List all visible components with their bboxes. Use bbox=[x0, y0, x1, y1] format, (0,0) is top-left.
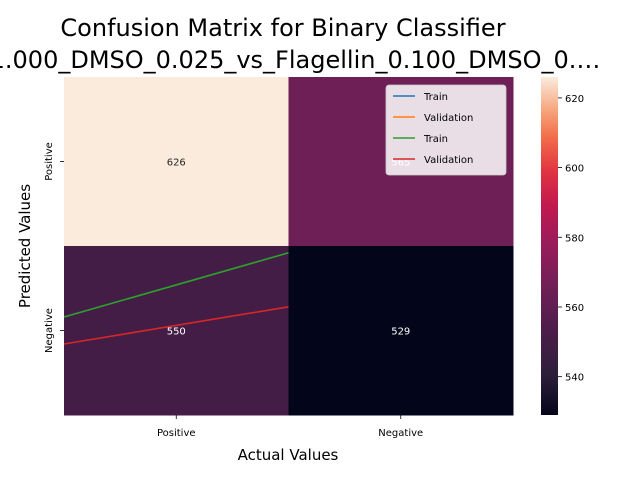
colorbar-ticks: 540 560 580 600 620 bbox=[558, 94, 584, 384]
y-axis-ticks: Positive Negative bbox=[44, 142, 64, 353]
x-tick-label: Positive bbox=[157, 428, 196, 439]
heatmap-cell-negative-positive bbox=[64, 246, 289, 416]
chart-title: Confusion Matrix for Binary Classifier bbox=[60, 14, 505, 42]
legend-label: Validation bbox=[424, 113, 473, 124]
overlay-lines bbox=[64, 252, 289, 345]
x-tick-label: Negative bbox=[378, 428, 423, 439]
cell-value-label: 626 bbox=[167, 158, 186, 169]
legend-label: Train bbox=[423, 92, 448, 103]
cell-value-label: 529 bbox=[391, 327, 410, 338]
legend-box bbox=[385, 84, 507, 176]
legend: Train Validation Train Validation bbox=[385, 84, 507, 176]
x-axis-ticks: Positive Negative bbox=[157, 415, 423, 439]
line-validation bbox=[64, 306, 289, 345]
colorbar-tick-label: 620 bbox=[565, 94, 584, 105]
colorbar bbox=[541, 77, 558, 415]
y-tick-label: Positive bbox=[44, 142, 55, 181]
cell-value-label: 550 bbox=[167, 327, 186, 338]
chart-subtitle: …1.000_DMSO_0.025_vs_Flagellin_0.100_DMS… bbox=[0, 46, 600, 74]
legend-label: Train bbox=[423, 134, 448, 145]
x-axis-label: Actual Values bbox=[238, 446, 339, 464]
y-tick-label: Negative bbox=[44, 308, 55, 353]
heatmap-cell-positive-positive bbox=[64, 77, 289, 247]
line-train bbox=[64, 252, 289, 318]
heatmap-cell-negative-negative bbox=[288, 246, 514, 416]
colorbar-tick-label: 600 bbox=[565, 164, 584, 175]
colorbar-tick-label: 560 bbox=[565, 303, 584, 314]
y-axis-label: Predicted Values bbox=[16, 184, 34, 308]
colorbar-tick-label: 540 bbox=[565, 373, 584, 384]
colorbar-tick-label: 580 bbox=[565, 233, 584, 244]
legend-label: Validation bbox=[424, 155, 473, 166]
